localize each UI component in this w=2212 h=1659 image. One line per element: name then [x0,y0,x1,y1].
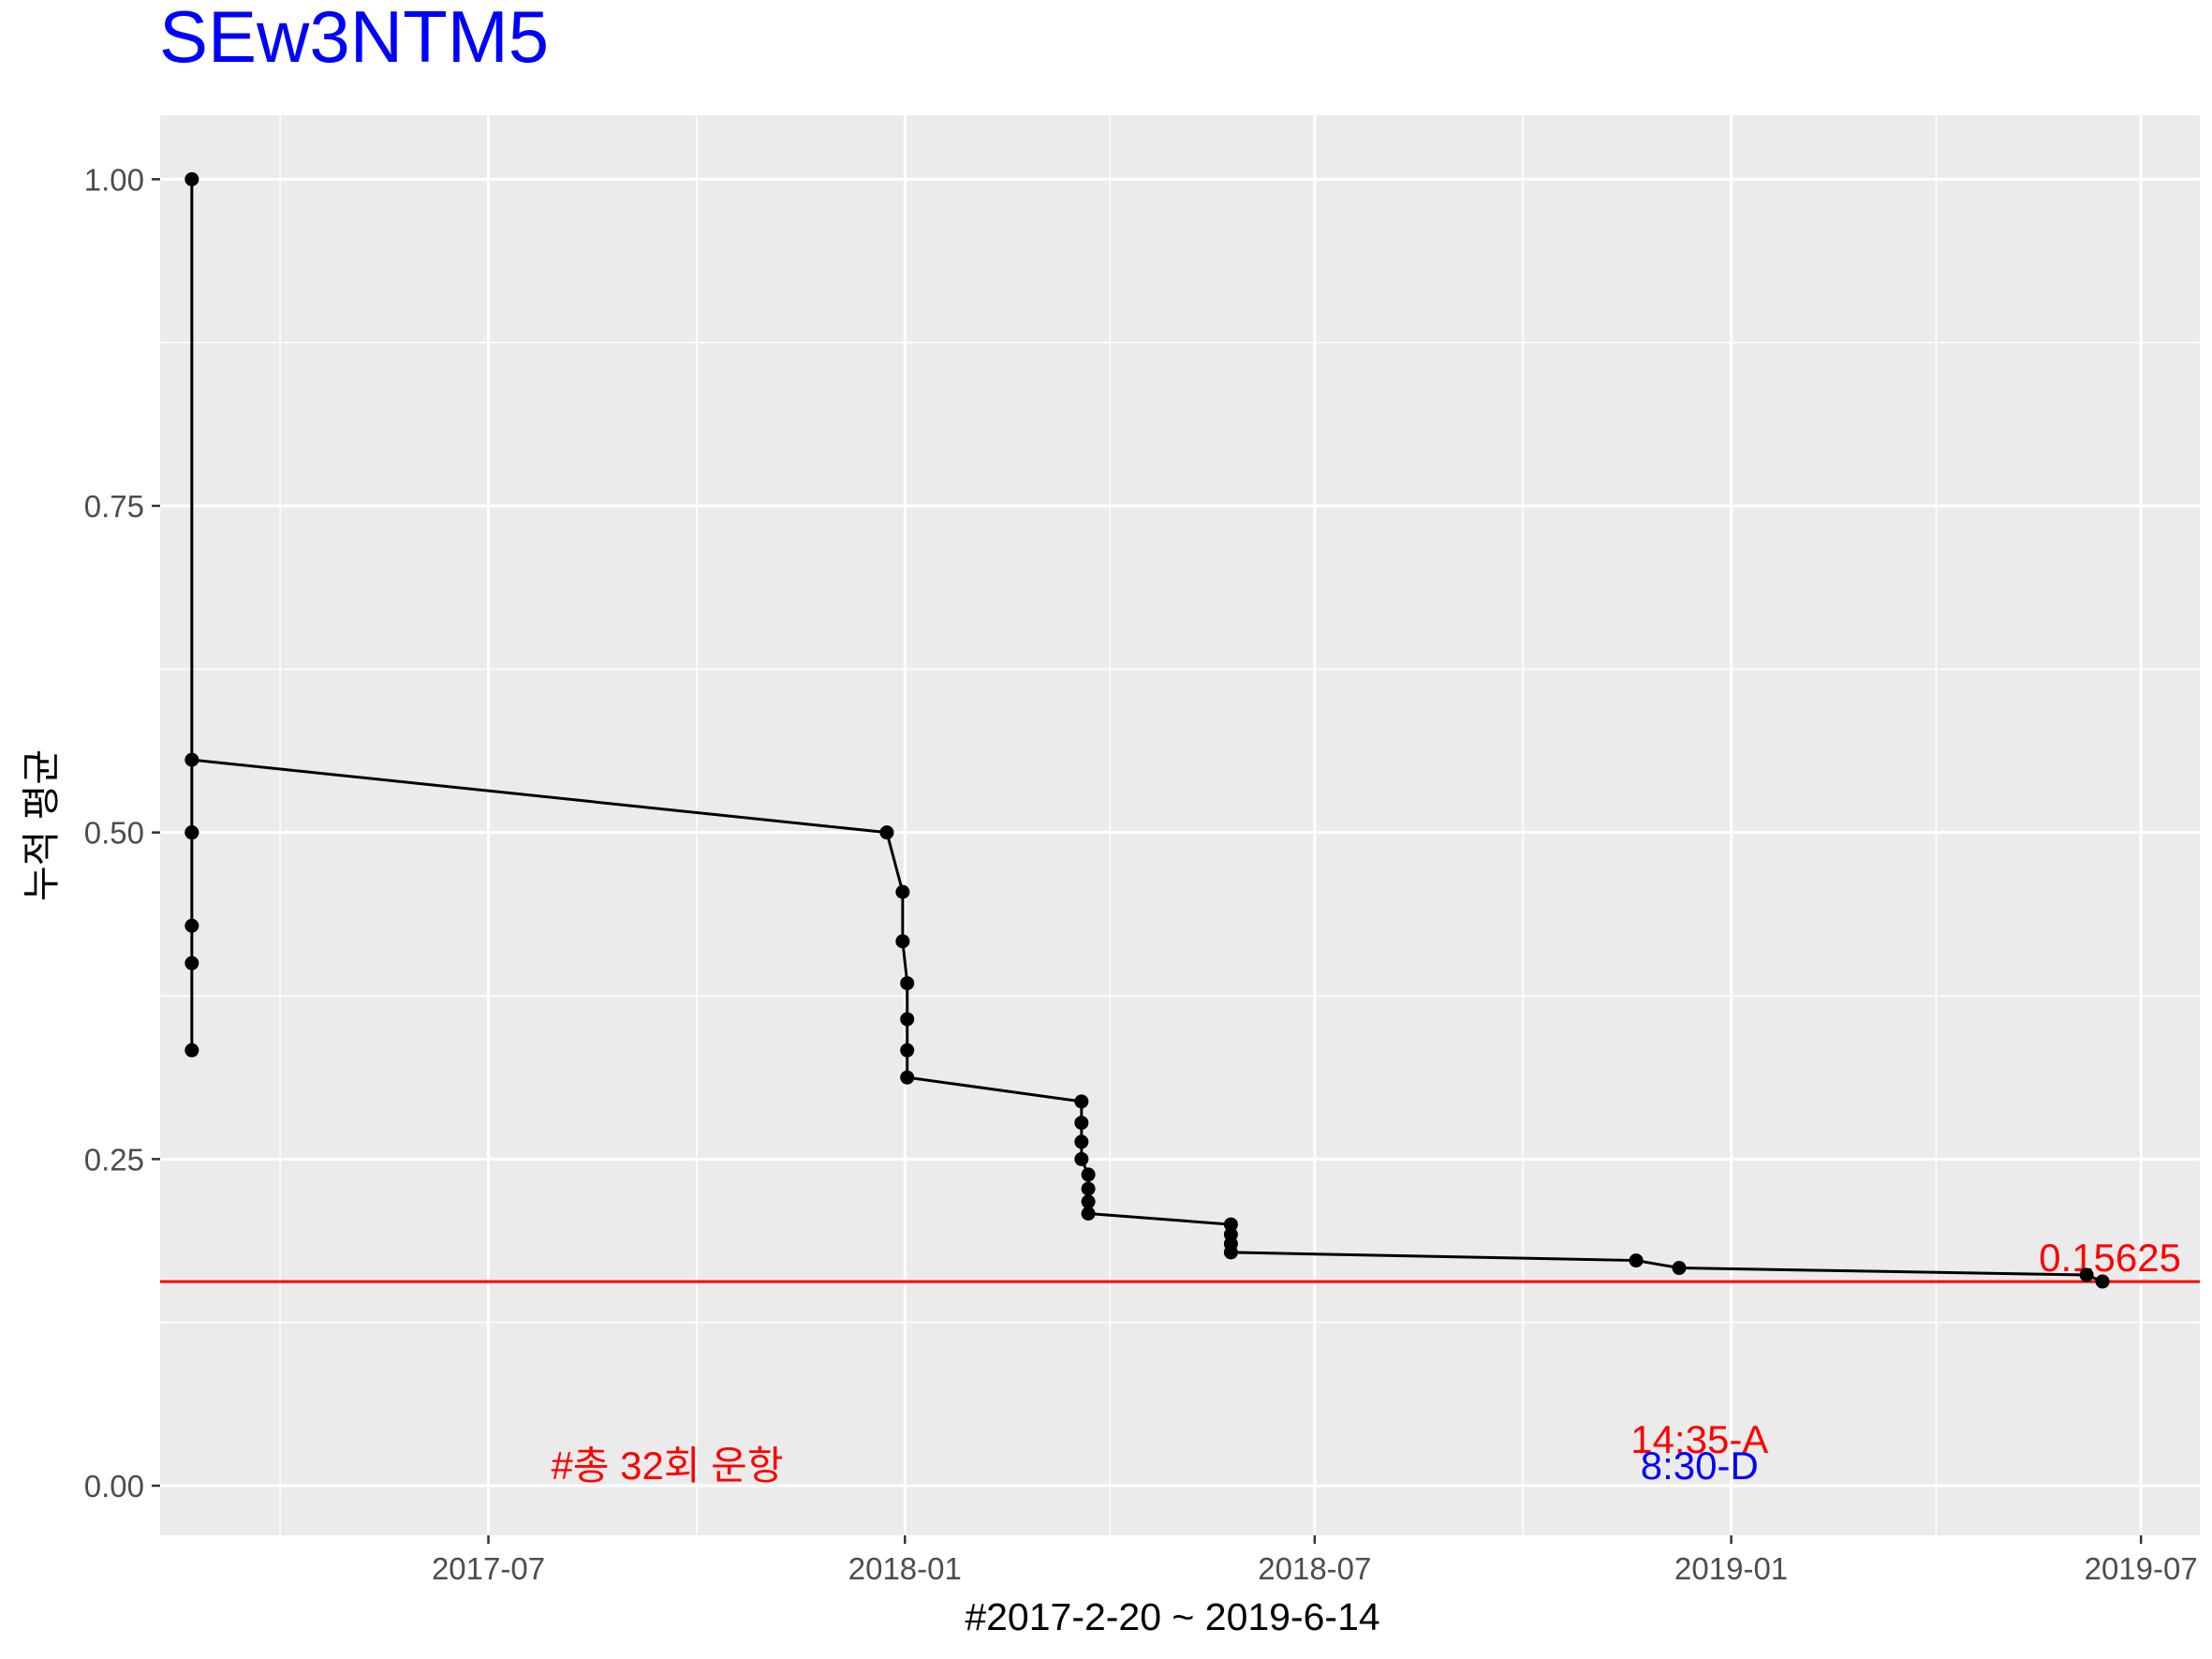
grid-minor-x [279,115,1938,1535]
data-point [1081,1194,1096,1209]
reference-line: 0.15625 [160,1236,2200,1283]
grid-major-x [487,115,2143,1535]
data-point [1074,1094,1089,1109]
data-point [900,1012,915,1027]
plot-panel [160,115,2200,1535]
y-axis-title: 누적 평균 [20,749,63,901]
y-tick-label: 0.00 [84,1469,144,1503]
series-points [184,171,2110,1289]
data-point [1223,1245,1238,1260]
x-axis-title: #2017-2-20 ~ 2019-6-14 [965,1595,1379,1638]
data-point [900,976,915,991]
annotation-label: 8:30-D [1641,1444,1759,1488]
y-tick-label: 1.00 [84,162,144,197]
reference-hline-label: 0.15625 [2039,1236,2181,1280]
data-point [184,752,199,767]
data-point [184,825,199,840]
grid-major-y [160,177,2200,1488]
data-point [2095,1274,2110,1289]
x-tick-label: 2017-07 [432,1551,545,1586]
annotation-label: 14:35-A [1630,1417,1768,1461]
data-point [1074,1134,1089,1149]
y-tick-label: 0.50 [84,816,144,851]
data-point [1074,1151,1089,1166]
y-axis: 0.00 0.25 0.50 0.75 1.00 [84,162,160,1503]
data-point [879,825,894,840]
data-point [895,884,910,899]
y-tick-label: 0.25 [84,1142,144,1177]
annotation-label: #총 32회 운항 [551,1444,783,1488]
data-point [1223,1217,1238,1232]
data-point [184,171,199,186]
annotations: #총 32회 운항 14:35-A8:30-D [551,1417,1768,1488]
data-point [1672,1261,1687,1276]
x-tick-label: 2018-07 [1258,1551,1371,1586]
data-point [184,918,199,933]
data-point [900,1043,915,1058]
x-tick-label: 2018-01 [848,1551,962,1586]
chart-title: SEw3NTM5 [159,0,549,78]
data-point [184,1043,199,1058]
x-tick-label: 2019-07 [2085,1551,2198,1586]
y-tick-label: 0.75 [84,489,144,524]
data-point [184,955,199,970]
data-point [900,1070,915,1085]
data-point [1629,1253,1644,1268]
data-point [1081,1206,1096,1221]
data-point [2079,1267,2094,1282]
grid-minor-y [160,341,2200,1324]
data-point [1081,1167,1096,1182]
x-axis: 2017-07 2018-01 2018-07 2019-01 2019-07 [432,1535,2198,1586]
data-point [895,934,910,949]
data-point [1081,1181,1096,1196]
data-point [1074,1116,1089,1131]
x-tick-label: 2019-01 [1674,1551,1788,1586]
